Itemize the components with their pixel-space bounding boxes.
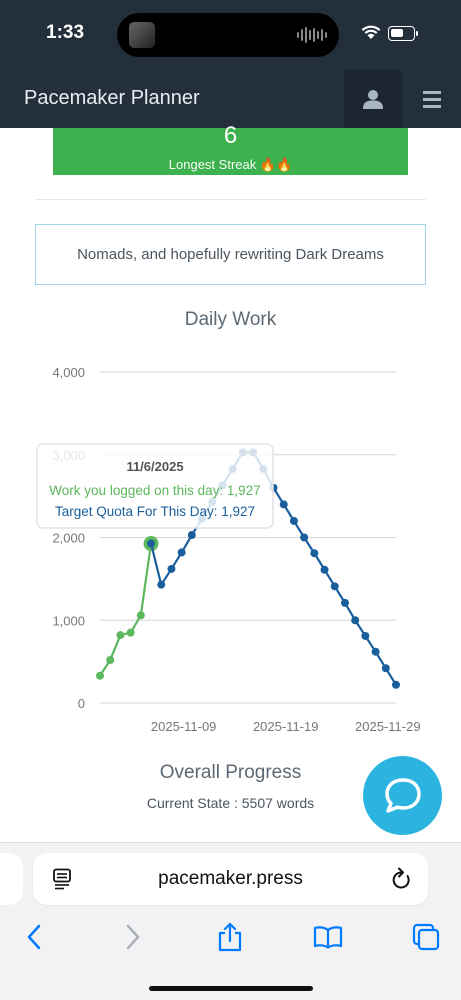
previous-tab-peek[interactable] [0, 853, 23, 905]
data-point-target [371, 647, 380, 656]
data-point-target [361, 631, 370, 640]
wifi-icon [361, 25, 381, 39]
streak-value: 6 [223, 122, 238, 149]
home-indicator [149, 986, 313, 991]
status-time: 1:33 [46, 22, 85, 43]
data-point-logged [106, 655, 115, 664]
data-point-target [187, 531, 196, 540]
project-description-box: Nomads, and hopefully rewriting Dark Dre… [35, 224, 426, 285]
daily-work-chart[interactable]: 01,0002,0003,0004,0002025-11-092025-11-1… [0, 340, 461, 750]
data-point-target [157, 580, 166, 589]
series-line-logged [99, 543, 153, 677]
reader-mode-icon[interactable] [52, 868, 72, 890]
tooltip-target: Target Quota For This Day: 1,927 [55, 504, 255, 519]
data-point-logged [136, 611, 145, 620]
x-tick-label: 2025-11-09 [151, 719, 217, 734]
address-bar[interactable]: pacemaker.press [33, 853, 428, 905]
app-navbar: Pacemaker Planner [0, 70, 461, 128]
longest-streak-card: 6 Longest Streak 🔥🔥 [53, 122, 408, 175]
y-tick-label: 0 [78, 696, 85, 711]
data-point-logged [116, 631, 125, 640]
data-point-target [310, 549, 319, 558]
forward-button[interactable] [115, 919, 151, 955]
y-tick-label: 2,000 [52, 531, 85, 546]
battery-level [391, 29, 403, 37]
data-point-target [351, 616, 360, 625]
data-point-target [381, 664, 390, 673]
tooltip-box [36, 443, 274, 529]
data-point-target [289, 516, 298, 525]
reload-icon[interactable] [390, 867, 412, 891]
project-description: Nomads, and hopefully rewriting Dark Dre… [77, 246, 384, 263]
current-state-text: Current State : 5507 words [146, 795, 315, 811]
dynamic-island [117, 13, 339, 57]
data-point-target [167, 564, 176, 573]
divider [35, 199, 426, 200]
user-icon [363, 90, 383, 109]
y-tick-label: 1,000 [52, 613, 85, 628]
data-point-target [147, 539, 156, 548]
x-tick-label: 2025-11-19 [253, 719, 319, 734]
tooltip-logged: Work you logged on this day: 1,927 [49, 483, 260, 498]
bookmarks-icon [313, 926, 343, 949]
status-bar: 1:33 [0, 0, 461, 70]
share-icon [218, 922, 242, 952]
tabs-icon [412, 923, 440, 951]
data-point-logged [126, 628, 135, 637]
data-point-target [300, 533, 309, 542]
data-point-target [279, 500, 288, 509]
y-tick-label: 4,000 [52, 365, 85, 380]
url-text[interactable]: pacemaker.press [158, 868, 303, 889]
tooltip-date: 11/6/2025 [126, 459, 183, 474]
streak-label: Longest Streak 🔥🔥 [168, 157, 293, 172]
data-point-target [392, 680, 400, 689]
share-button[interactable] [212, 919, 248, 955]
back-arrow-icon [27, 924, 41, 950]
app-title[interactable]: Pacemaker Planner [24, 87, 200, 109]
x-tick-label: 2025-11-29 [355, 719, 421, 734]
back-button[interactable] [16, 919, 52, 955]
chat-button[interactable] [363, 756, 442, 835]
overall-progress-title: Overall Progress [159, 762, 302, 783]
browser-toolbar: pacemaker.press [0, 842, 461, 1000]
data-point-target [320, 565, 329, 574]
chat-bubble-icon [384, 777, 421, 813]
menu-button[interactable] [402, 70, 461, 128]
now-playing-artwork [129, 22, 155, 48]
data-point-target [340, 598, 349, 607]
audio-waveform-icon [297, 27, 327, 43]
data-point-target [177, 548, 186, 557]
series-logged [96, 536, 159, 680]
battery-icon [388, 26, 418, 41]
forward-arrow-icon [126, 924, 140, 950]
data-point-target [330, 582, 339, 591]
user-button[interactable] [344, 70, 402, 128]
tabs-button[interactable] [408, 919, 444, 955]
data-point-logged [96, 671, 104, 680]
hamburger-menu-icon [422, 90, 441, 108]
chart-title: Daily Work [184, 309, 277, 330]
bookmarks-button[interactable] [310, 919, 346, 955]
chart-tooltip: 11/6/2025 Work you logged on this day: 1,… [36, 443, 274, 529]
